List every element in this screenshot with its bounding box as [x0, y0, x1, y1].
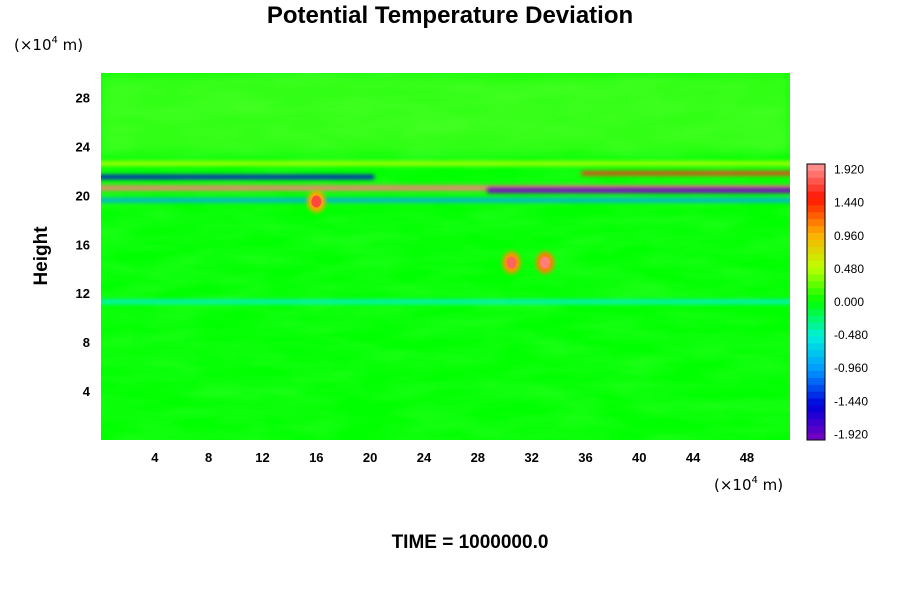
colorbar-segment — [807, 377, 825, 386]
heatmap-field — [101, 73, 790, 440]
colorbar-segment — [807, 219, 825, 227]
colorbar-segment — [807, 239, 825, 248]
band-feature-0 — [101, 185, 790, 191]
y-tick-labels: 4 8 12 16 20 24 28 — [76, 90, 91, 399]
colorbar-segment — [807, 170, 825, 179]
colorbar-segment — [807, 412, 825, 420]
y-tick-label: 28 — [76, 90, 90, 105]
colorbar-label: 1.440 — [834, 196, 864, 210]
x-axis-unit: (×104 m) — [714, 475, 784, 494]
colorbar-segment — [807, 205, 825, 213]
y-tick-label: 24 — [76, 139, 91, 154]
colorbar-label: -0.480 — [834, 328, 868, 342]
colorbar-segment — [807, 322, 825, 331]
colorbar-segment — [807, 426, 825, 434]
colorbar-segment — [807, 164, 825, 172]
blob-core-9 — [311, 195, 322, 208]
x-tick-label: 20 — [363, 450, 377, 465]
colorbar-label: -0.960 — [834, 361, 868, 375]
colorbar-segment — [807, 233, 825, 241]
colorbar-label: 0.960 — [834, 229, 864, 243]
colorbar-segment — [807, 302, 825, 310]
colorbar-segment — [807, 419, 825, 427]
x-tick-label: 4 — [151, 450, 159, 465]
band-feature-5 — [101, 198, 790, 203]
colorbar-label: -1.440 — [834, 394, 868, 408]
y-tick-label: 20 — [76, 188, 90, 203]
colorbar-label: 1.920 — [834, 163, 864, 177]
colorbar-segment — [807, 308, 825, 317]
colorbar-segment — [807, 336, 825, 344]
colorbar-label: -1.920 — [834, 427, 868, 441]
x-tick-label: 12 — [255, 450, 269, 465]
colorbar-segment — [807, 391, 825, 400]
colorbar-segment — [807, 384, 825, 393]
colorbar-segment — [807, 274, 825, 282]
x-tick-label: 16 — [309, 450, 323, 465]
colorbar-segment — [807, 357, 825, 365]
colorbar-segment — [807, 177, 825, 186]
colorbar-segment — [807, 191, 825, 199]
y-tick-label: 12 — [76, 286, 90, 301]
colorbar-segment — [807, 253, 825, 262]
band-feature-4 — [101, 161, 790, 166]
colorbar-label: 0.000 — [834, 295, 864, 309]
x-tick-label: 44 — [686, 450, 701, 465]
x-tick-label: 28 — [471, 450, 485, 465]
x-tick-label: 32 — [524, 450, 538, 465]
colorbar-label: 0.480 — [834, 262, 864, 276]
x-tick-label: 24 — [417, 450, 432, 465]
band-feature-2 — [101, 174, 375, 179]
y-tick-label: 16 — [76, 237, 90, 252]
blob-core-7 — [540, 256, 551, 269]
colorbar-segment — [807, 226, 825, 234]
band-feature-3 — [581, 171, 790, 176]
colorbar-segment — [807, 260, 825, 268]
colorbar-segment — [807, 267, 825, 275]
x-tick-labels: 4 8 12 16 20 24 28 32 36 40 44 48 — [151, 450, 754, 465]
colorbar-labels: 1.920 1.440 0.960 0.480 0.000 -0.480 -0.960 -1.… — [834, 163, 868, 442]
colorbar-segment — [807, 350, 825, 358]
colorbar-segment — [807, 288, 825, 296]
y-tick-label: 4 — [83, 384, 91, 399]
band-feature-1 — [487, 187, 790, 193]
x-tick-label: 48 — [740, 450, 754, 465]
colorbar-segment — [807, 295, 825, 303]
colorbar-segment — [807, 433, 825, 441]
chart-title: Potential Temperature Deviation — [266, 2, 634, 29]
band-feature-6 — [101, 299, 790, 304]
colorbar-segment — [807, 184, 825, 193]
colorbar-frame — [806, 163, 826, 441]
colorbar-segment — [807, 246, 825, 255]
colorbar-segment — [807, 212, 825, 220]
colorbar-segment — [807, 405, 825, 413]
colorbar-segment — [807, 315, 825, 324]
colorbar-segment — [807, 364, 825, 372]
colorbar-segment — [807, 198, 825, 206]
colorbar-segment — [807, 329, 825, 337]
colorbar — [806, 163, 826, 441]
colorbar-segment — [807, 371, 825, 379]
colorbar-segment — [807, 398, 825, 406]
colorbar-segment — [807, 343, 825, 351]
upper-haze — [101, 73, 790, 154]
y-axis-unit: (×104 m) — [14, 35, 84, 54]
y-tick-label: 8 — [83, 335, 90, 350]
time-label: TIME = 1000000.0 — [391, 532, 549, 553]
x-tick-label: 8 — [205, 450, 212, 465]
colorbar-segment — [807, 281, 825, 289]
blob-core-8 — [506, 256, 517, 269]
x-tick-label: 36 — [578, 450, 592, 465]
x-tick-label: 40 — [632, 450, 646, 465]
